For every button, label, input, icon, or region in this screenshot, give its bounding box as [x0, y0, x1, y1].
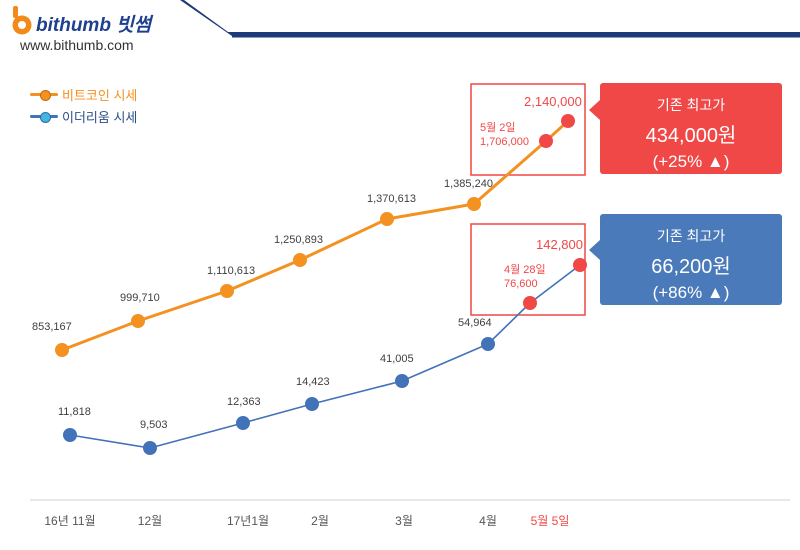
header-accent-band: [184, 0, 800, 32]
data-label-line: 12,363: [227, 396, 261, 408]
callout-title: 기존 최고가: [656, 97, 726, 113]
data-label: 9,503: [140, 419, 168, 431]
data-label-line: 11,818: [58, 406, 91, 418]
data-label-line: 1,385,240: [444, 178, 493, 190]
x-tick-label: 3월: [395, 514, 413, 528]
series-line-ethereum: [69, 264, 581, 449]
data-label: 12,363: [227, 396, 261, 408]
callout-ethereum: 기존 최고가 66,200원 (+86% ▲): [600, 214, 782, 305]
data-label: 54,964: [458, 317, 492, 329]
data-point: [293, 253, 307, 267]
data-point: [55, 343, 69, 357]
data-label-line: 853,167: [32, 321, 72, 333]
data-point: [380, 212, 394, 226]
data-point: [395, 374, 409, 388]
data-point: [481, 337, 495, 351]
data-label-line: 9,503: [140, 419, 168, 431]
data-label-line: 142,800: [536, 237, 583, 252]
legend-swatch-dot: [40, 112, 51, 123]
x-tick-label: 16년 11월: [44, 514, 95, 528]
data-point: [539, 134, 553, 148]
highlight-box-bitcoin: [470, 83, 586, 176]
data-label-line: 14,423: [296, 376, 330, 388]
callout-title: 기존 최고가: [656, 228, 726, 244]
data-label: 5월 2일 1,706,000: [480, 120, 529, 148]
data-point: [236, 416, 250, 430]
data-label-line: 1,706,000: [480, 136, 529, 148]
data-label: 853,167: [32, 321, 72, 333]
data-label: 11,818: [58, 406, 91, 418]
data-point: [131, 314, 145, 328]
callout-bitcoin: 기존 최고가 434,000원 (+25% ▲): [600, 83, 782, 174]
data-point: [523, 296, 537, 310]
x-tick-label: 2월: [311, 514, 329, 528]
data-label: 1,370,613: [367, 193, 416, 205]
data-label-line: 1,250,893: [274, 234, 323, 246]
data-label: 999,710: [120, 292, 160, 304]
data-point: [143, 441, 157, 455]
data-label: 1,250,893: [274, 234, 323, 246]
bithumb-logo-icon: [12, 6, 32, 35]
data-point: [305, 397, 319, 411]
data-label: 142,800: [536, 237, 583, 252]
data-point: [561, 114, 575, 128]
data-point: [63, 428, 77, 442]
callout-pointer-ethereum: [589, 240, 600, 260]
callout-value: 66,200원: [651, 256, 731, 278]
callout-value: 434,000원: [645, 125, 737, 147]
series-line-bitcoin: [61, 119, 570, 352]
data-label: 14,423: [296, 376, 330, 388]
x-tick-label: 4월: [479, 514, 497, 528]
legend-swatch-dot: [40, 90, 51, 101]
data-label: 4월 28일 76,600: [504, 262, 546, 290]
data-label-line: 999,710: [120, 292, 160, 304]
x-tick-label: 12월: [138, 514, 162, 528]
data-label-line: 1,110,613: [207, 265, 255, 277]
x-tick-label: 17년1월: [227, 514, 269, 528]
data-point: [467, 197, 481, 211]
data-label-line: 4월 28일: [504, 262, 546, 276]
x-tick-label: 5월 5일: [531, 514, 570, 528]
brand-url: www.bithumb.com: [20, 37, 134, 53]
data-label-line: 2,140,000: [524, 94, 582, 109]
data-label-line: 41,005: [380, 353, 414, 365]
callout-pointer-bitcoin: [589, 100, 600, 120]
data-label-line: 76,600: [504, 278, 538, 290]
data-point: [573, 258, 587, 272]
legend-label: 이더리움 시세: [62, 110, 138, 125]
data-label: 41,005: [380, 353, 414, 365]
data-point: [220, 284, 234, 298]
legend-label: 비트코인 시세: [62, 88, 138, 103]
data-label-line: 54,964: [458, 317, 492, 329]
data-label-line: 1,370,613: [367, 193, 416, 205]
data-label: 2,140,000: [524, 94, 582, 109]
callout-change: (+25% ▲): [652, 152, 730, 171]
data-label: 1,110,613: [207, 265, 255, 277]
brand-name: bithumb 빗썸: [36, 15, 152, 36]
callout-change: (+86% ▲): [652, 283, 730, 302]
data-label: 1,385,240: [444, 178, 493, 190]
data-label-line: 5월 2일: [480, 120, 516, 134]
